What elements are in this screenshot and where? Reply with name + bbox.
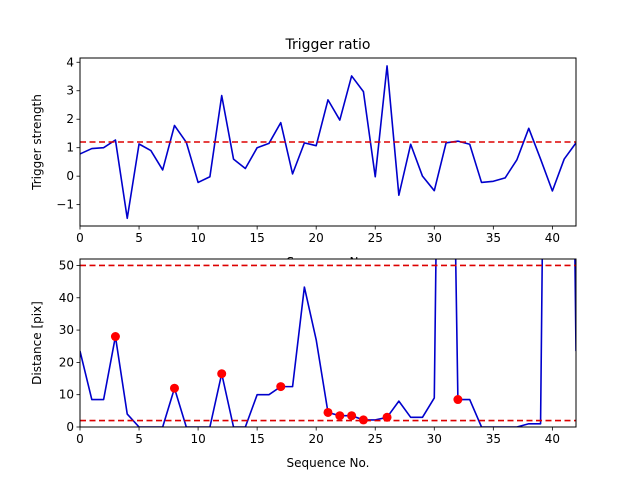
data-point-marker — [347, 411, 357, 421]
y-tick-label: 1 — [66, 141, 74, 155]
x-tick-label: 25 — [368, 432, 383, 446]
x-tick-label: 35 — [486, 231, 501, 245]
y-tick-label: 20 — [59, 355, 74, 369]
y-tick-label: 30 — [59, 323, 74, 337]
x-tick-label: 10 — [190, 231, 205, 245]
x-tick-label: 5 — [135, 231, 143, 245]
x-tick-label: 25 — [368, 231, 383, 245]
y-axis-label: Trigger strength — [30, 94, 44, 191]
x-tick-label: 15 — [250, 231, 265, 245]
data-point-marker — [276, 382, 286, 392]
x-tick-label: 20 — [309, 432, 324, 446]
data-point-marker — [323, 407, 333, 417]
y-tick-label: 4 — [66, 55, 74, 69]
y-tick-label: 40 — [59, 291, 74, 305]
x-tick-label: 0 — [76, 231, 84, 245]
x-tick-label: 15 — [250, 432, 265, 446]
data-point-marker — [169, 383, 179, 393]
y-tick-label: 10 — [59, 388, 74, 402]
data-point-marker — [217, 369, 227, 379]
y-tick-label: 50 — [59, 258, 74, 272]
axes-background — [80, 259, 576, 427]
data-point-marker — [453, 395, 463, 405]
y-tick-label: 0 — [66, 420, 74, 434]
x-tick-label: 5 — [135, 432, 143, 446]
y-axis: −1 0 1 2 3 4 — [56, 55, 80, 212]
chart-title: Trigger ratio — [284, 37, 370, 53]
data-point-marker — [335, 411, 345, 421]
x-tick-label: 30 — [427, 432, 442, 446]
axes-frame — [79, 258, 577, 428]
x-axis: 0 5 10 15 20 25 30 35 40 — [76, 226, 560, 245]
x-tick-label: 20 — [309, 231, 324, 245]
series-line — [80, 259, 576, 427]
y-tick-label: 0 — [66, 169, 74, 183]
y-axis: 0 10 20 30 40 50 — [59, 258, 80, 434]
x-tick-label: 30 — [427, 231, 442, 245]
y-tick-label: 2 — [66, 112, 74, 126]
x-axis-label: Sequence No. — [287, 456, 370, 470]
y-tick-label: −1 — [56, 198, 74, 212]
distance-axes: 0 5 10 15 20 25 30 35 40 0 10 20 30 40 50 Sequence No… — [30, 258, 577, 470]
x-axis: 0 5 10 15 20 25 30 35 40 — [76, 427, 560, 446]
data-point-marker — [382, 412, 392, 422]
x-tick-label: 10 — [190, 432, 205, 446]
plot-area — [80, 259, 576, 427]
x-tick-label: 40 — [545, 432, 560, 446]
y-axis-label: Distance [pix] — [30, 301, 44, 385]
data-point-marker — [358, 415, 368, 425]
x-tick-label: 35 — [486, 432, 501, 446]
series-line — [80, 65, 576, 220]
x-tick-label: 0 — [76, 432, 84, 446]
x-tick-label: 40 — [545, 231, 560, 245]
data-point-marker — [110, 332, 120, 342]
axes-frame — [79, 57, 577, 227]
y-tick-label: 3 — [66, 84, 74, 98]
plot-area — [80, 65, 576, 220]
